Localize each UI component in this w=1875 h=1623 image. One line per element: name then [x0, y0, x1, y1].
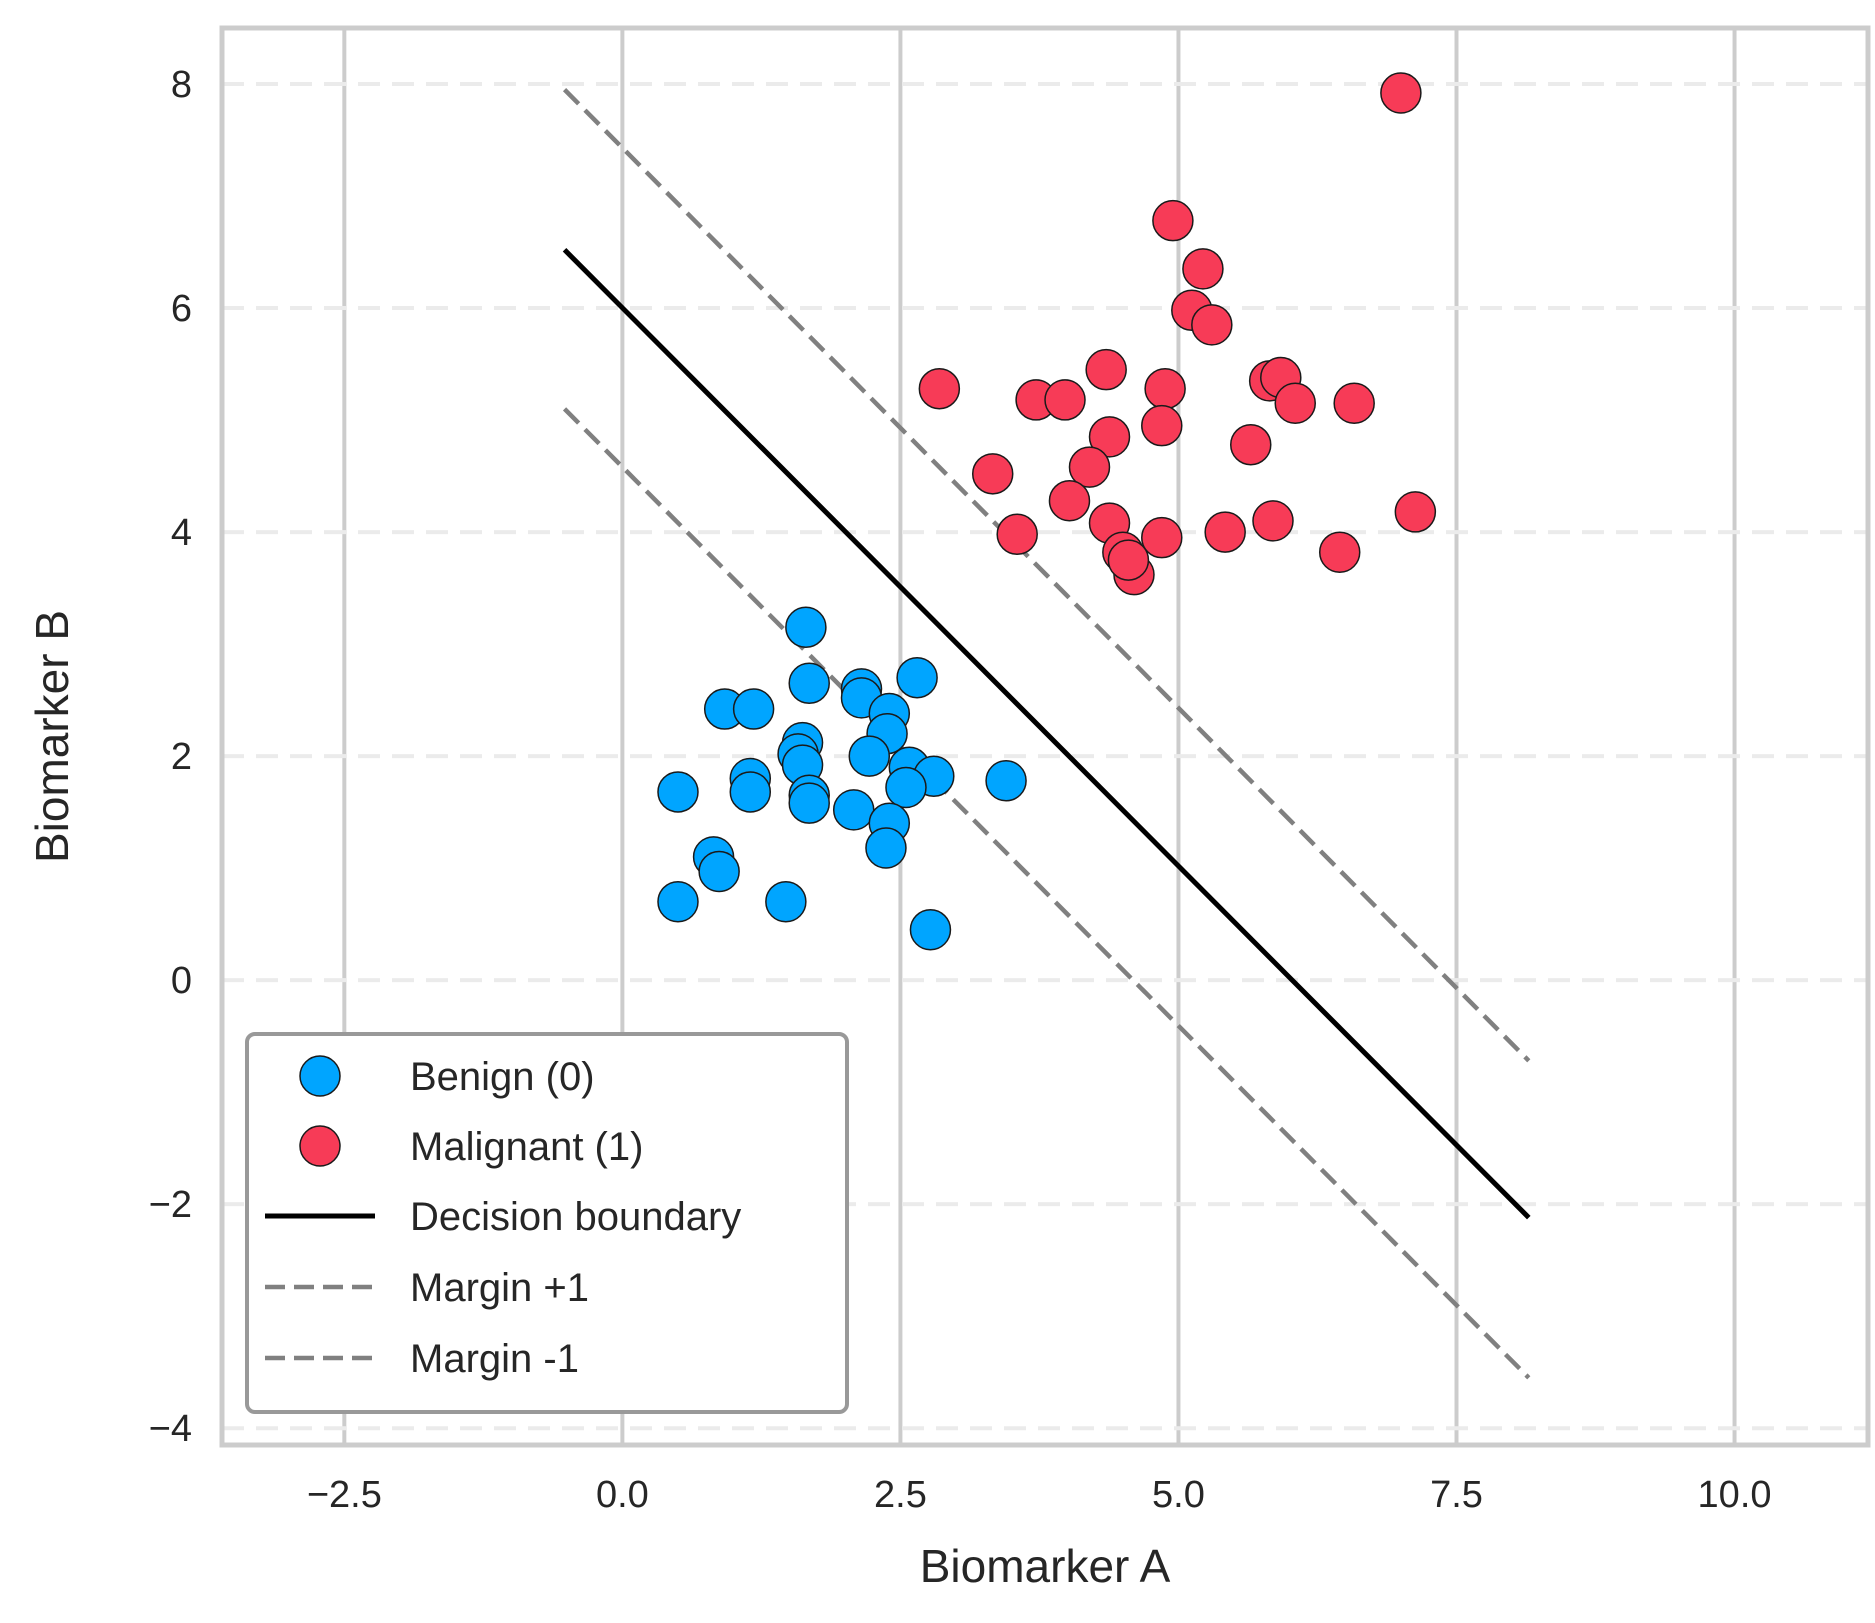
benign-point [865, 827, 907, 869]
malignant-point [918, 367, 961, 410]
y-axis-title: Biomarker B [26, 610, 78, 863]
malignant-point [1394, 491, 1437, 533]
x-tick-label: −2.5 [307, 1474, 382, 1516]
x-tick-label: 2.5 [874, 1474, 927, 1516]
benign-point [896, 656, 938, 699]
y-tick-labels: −4 −2 0 2 4 6 8 [149, 64, 192, 1450]
benign-point [657, 771, 699, 813]
y-tick-label: −4 [149, 1408, 192, 1450]
legend-marker-malignant [299, 1125, 341, 1167]
malignant-point [1144, 367, 1186, 410]
margin-1-line [562, 88, 1531, 1063]
benign-point [698, 850, 740, 893]
malignant-point [1068, 446, 1111, 488]
benign-point [832, 789, 875, 831]
malignant-point [1318, 531, 1361, 573]
malignant-point [1191, 304, 1233, 346]
benign-point [985, 759, 1027, 802]
y-tick-label: 6 [171, 288, 192, 330]
x-tick-label: 10.0 [1698, 1474, 1772, 1516]
y-tick-label: 0 [171, 960, 192, 1002]
x-tick-labels: −2.5 0.0 2.5 5.0 7.5 10.0 [307, 1474, 1772, 1516]
benign-point [785, 606, 827, 649]
benign-point [885, 766, 927, 809]
data-points [657, 72, 1437, 951]
legend-label-benign: Benign (0) [410, 1055, 595, 1099]
malignant-point [1107, 539, 1150, 581]
malignant-point [1044, 379, 1086, 421]
decision-lines [562, 88, 1531, 1380]
malignant-point [1204, 511, 1246, 553]
decision-boundary-line [562, 248, 1531, 1220]
y-tick-label: 4 [171, 512, 192, 554]
benign-point [657, 880, 699, 923]
legend: Benign (0) Malignant (1) Decision bounda… [245, 1032, 849, 1414]
malignant-point [1141, 404, 1183, 447]
malignant-point [1230, 423, 1272, 466]
margin-1-line [562, 407, 1531, 1380]
malignant-point [1141, 516, 1183, 559]
legend-marker-benign [299, 1055, 341, 1097]
plot-frame [219, 25, 1871, 1448]
x-axis-title: Biomarker A [920, 1540, 1171, 1592]
malignant-point [971, 453, 1014, 495]
y-tick-label: −2 [149, 1184, 192, 1226]
malignant-point [1274, 382, 1316, 425]
benign-point [909, 908, 952, 951]
y-tick-label: 2 [171, 736, 192, 778]
malignant-point [1380, 72, 1422, 114]
benign-point [732, 688, 775, 730]
x-tick-label: 7.5 [1430, 1474, 1483, 1516]
legend-label-margin-minus: Margin -1 [410, 1337, 579, 1381]
benign-point [848, 735, 891, 777]
y-tick-label: 8 [171, 64, 192, 106]
malignant-point [1252, 500, 1294, 542]
benign-point [765, 880, 807, 923]
legend-label-malignant: Malignant (1) [410, 1125, 643, 1169]
malignant-point [1085, 348, 1127, 391]
x-tick-label: 5.0 [1152, 1474, 1205, 1516]
legend-box [245, 1032, 849, 1414]
benign-point [788, 662, 830, 705]
benign-point [729, 771, 772, 813]
benign-point [788, 782, 830, 824]
legend-label-decision-boundary: Decision boundary [410, 1195, 741, 1239]
legend-label-margin-plus: Margin +1 [410, 1266, 589, 1310]
x-tick-label: 0.0 [596, 1474, 649, 1516]
malignant-point [1048, 479, 1091, 522]
malignant-point [996, 513, 1038, 556]
malignant-point [1333, 382, 1375, 425]
malignant-point [1088, 416, 1131, 458]
malignant-point [1182, 248, 1224, 290]
malignant-point [1152, 199, 1194, 242]
